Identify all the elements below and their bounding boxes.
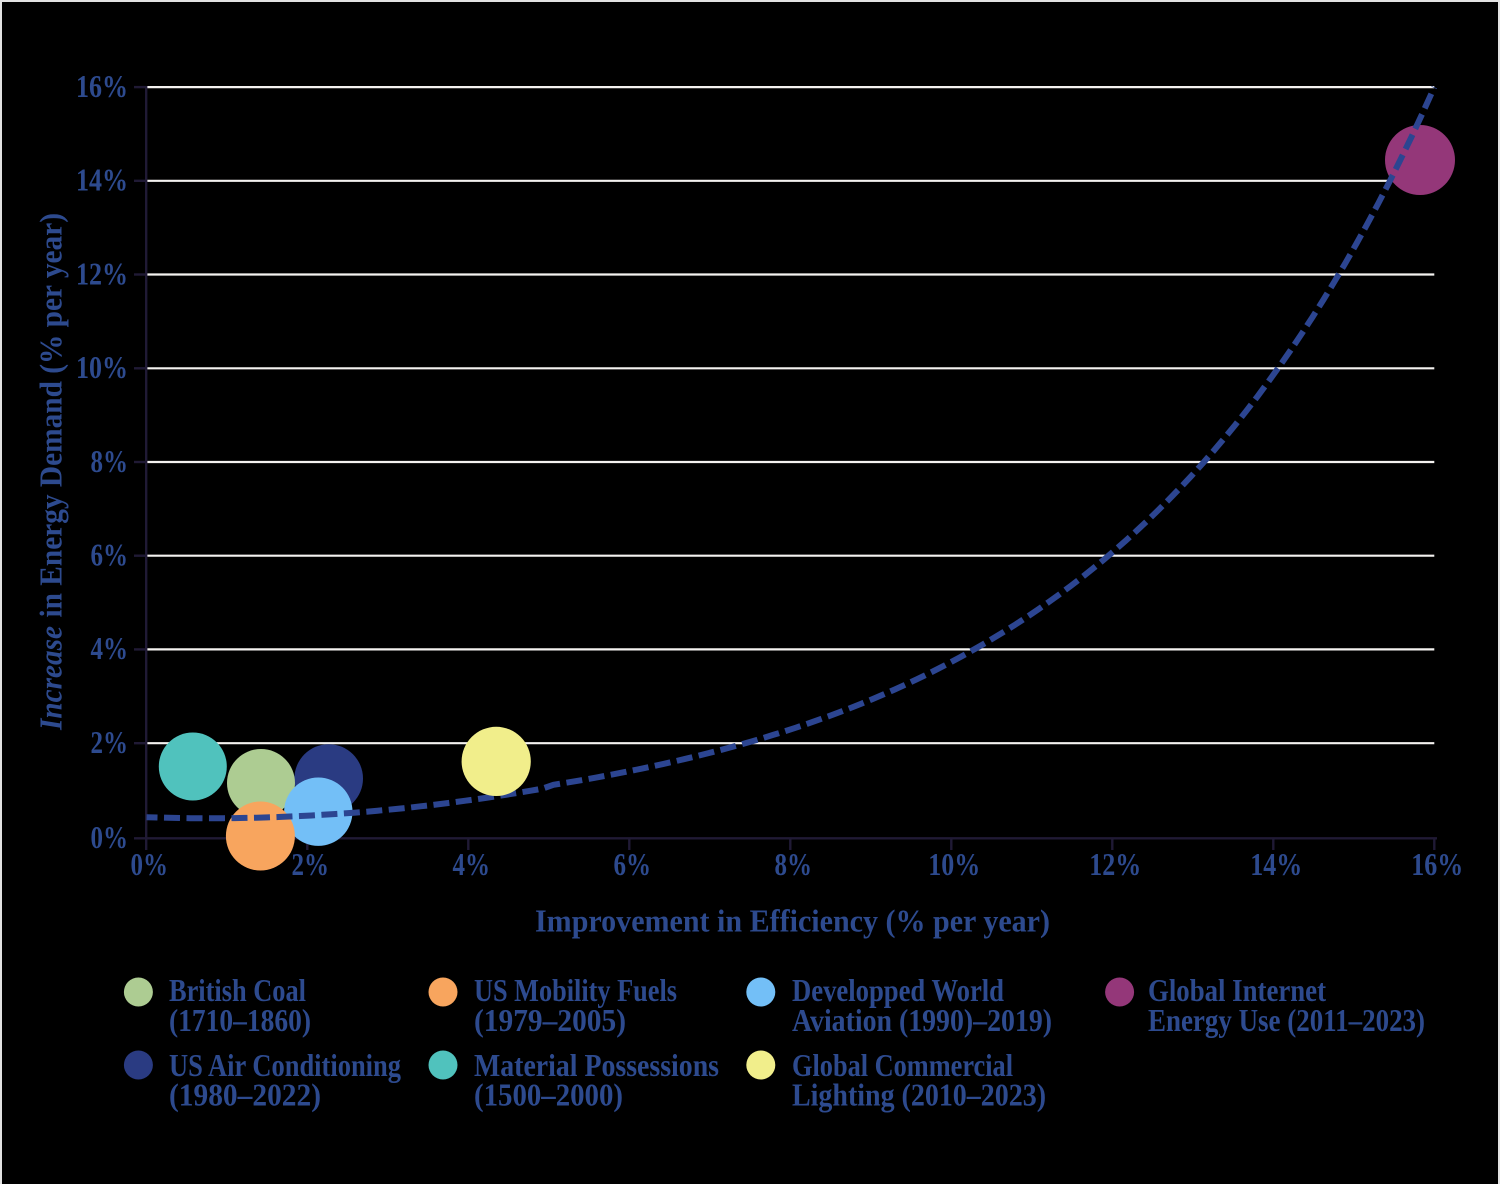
svg-text:Increase: Increase — [33, 626, 69, 731]
svg-text:16%: 16% — [76, 69, 128, 104]
svg-text:6%: 6% — [614, 847, 652, 882]
svg-text:Global Commercial: Global Commercial — [792, 1047, 1013, 1083]
svg-text:0%: 0% — [91, 820, 129, 855]
svg-text:12%: 12% — [76, 256, 128, 291]
svg-text:Global Internet: Global Internet — [1148, 972, 1326, 1008]
svg-text:14%: 14% — [76, 163, 128, 198]
svg-text:Aviation (1990)–2019): Aviation (1990)–2019) — [792, 1002, 1052, 1038]
svg-text:16%: 16% — [1411, 847, 1463, 882]
svg-text:12%: 12% — [1089, 847, 1141, 882]
svg-text:Developped World: Developped World — [792, 972, 1004, 1008]
svg-text:8%: 8% — [775, 847, 813, 882]
svg-text:in Energy Demand (% per year): in Energy Demand (% per year) — [33, 213, 69, 618]
svg-text:(1500–2000): (1500–2000) — [474, 1077, 623, 1113]
svg-text:Energy Use (2011–2023): Energy Use (2011–2023) — [1148, 1002, 1425, 1038]
svg-text:Material Possessions: Material Possessions — [474, 1047, 719, 1083]
svg-text:8%: 8% — [91, 444, 129, 479]
svg-text:US Air Conditioning: US Air Conditioning — [169, 1047, 401, 1083]
svg-text:British Coal: British Coal — [169, 972, 306, 1008]
svg-text:4%: 4% — [91, 631, 129, 666]
svg-text:10%: 10% — [928, 847, 980, 882]
svg-text:14%: 14% — [1250, 847, 1302, 882]
svg-text:6%: 6% — [91, 538, 129, 573]
svg-text:US Mobility Fuels: US Mobility Fuels — [474, 972, 677, 1008]
svg-text:(1980–2022): (1980–2022) — [169, 1077, 321, 1113]
svg-text:10%: 10% — [76, 350, 128, 385]
svg-text:0%: 0% — [131, 847, 169, 882]
svg-text:Lighting (2010–2023): Lighting (2010–2023) — [792, 1077, 1046, 1113]
svg-text:4%: 4% — [453, 847, 491, 882]
svg-text:(1979–2005): (1979–2005) — [474, 1002, 626, 1038]
svg-text:2%: 2% — [292, 847, 330, 882]
svg-text:(1710–1860): (1710–1860) — [169, 1002, 311, 1038]
svg-text:2%: 2% — [91, 725, 129, 760]
svg-text:Improvement in Efficiency (% p: Improvement in Efficiency (% per year) — [535, 903, 1050, 939]
